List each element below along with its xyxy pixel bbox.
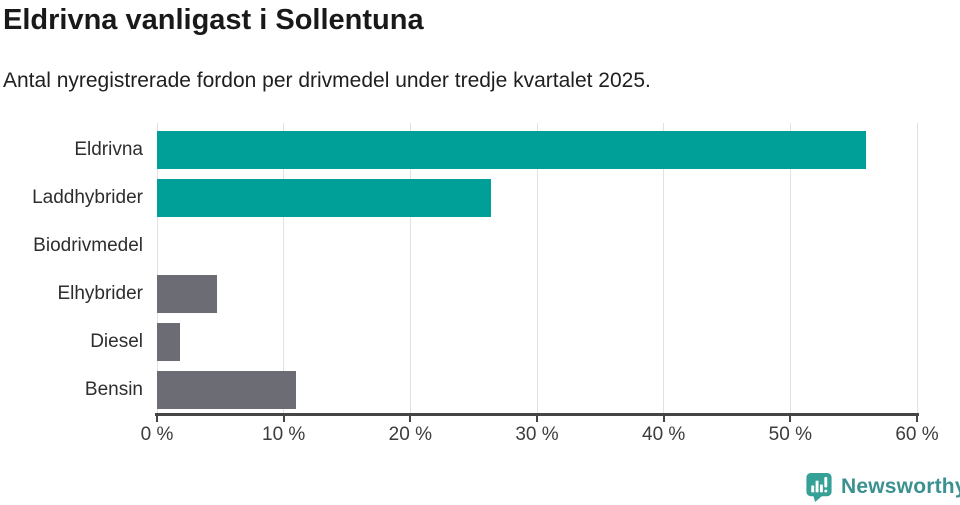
x-tick-label-10pct: 10 % xyxy=(262,424,306,445)
x-tick-label-20pct: 20 % xyxy=(388,424,432,445)
category-label-eldrivna: Eldrivna xyxy=(74,139,143,160)
gridline-10pct xyxy=(283,123,285,413)
gridline-60pct xyxy=(916,123,918,413)
gridline-50pct xyxy=(789,123,791,413)
bar-elhybrider xyxy=(157,275,217,313)
x-tick-60pct xyxy=(916,416,918,422)
x-tick-20pct xyxy=(409,416,412,422)
x-tick-label-40pct: 40 % xyxy=(642,424,686,445)
gridline-40pct xyxy=(663,123,665,413)
newsworthy-logo-icon xyxy=(806,472,832,502)
x-tick-30pct xyxy=(536,416,538,422)
x-tick-10pct xyxy=(282,416,285,422)
x-tick-0pct xyxy=(156,416,158,422)
category-label-laddhybrider: Laddhybrider xyxy=(32,187,143,208)
gridline-0pct xyxy=(156,123,158,413)
category-label-elhybrider: Elhybrider xyxy=(57,283,143,304)
chart-subtitle: Antal nyregistrerade fordon per drivmede… xyxy=(3,69,651,92)
category-label-bensin: Bensin xyxy=(84,379,143,400)
bar-diesel xyxy=(157,323,180,361)
brand-logo: Newsworthy xyxy=(805,472,960,502)
chart-title: Eldrivna vanligast i Sollentuna xyxy=(3,4,424,36)
x-axis-line xyxy=(155,413,919,416)
x-tick-label-30pct: 30 % xyxy=(515,424,559,445)
bar-bensin xyxy=(157,371,297,409)
x-tick-label-50pct: 50 % xyxy=(768,424,812,445)
x-tick-40pct xyxy=(662,416,665,422)
brand-name: Newsworthy xyxy=(841,475,960,498)
category-label-biodrivmedel: Biodrivmedel xyxy=(33,235,143,256)
gridline-30pct xyxy=(536,123,538,413)
x-tick-50pct xyxy=(789,416,792,422)
x-tick-label-0pct: 0 % xyxy=(140,424,174,445)
category-label-diesel: Diesel xyxy=(90,331,143,352)
bar-laddhybrider xyxy=(157,179,492,217)
gridline-20pct xyxy=(409,123,411,413)
x-tick-label-60pct: 60 % xyxy=(895,424,939,445)
bar-eldrivna xyxy=(157,131,867,169)
